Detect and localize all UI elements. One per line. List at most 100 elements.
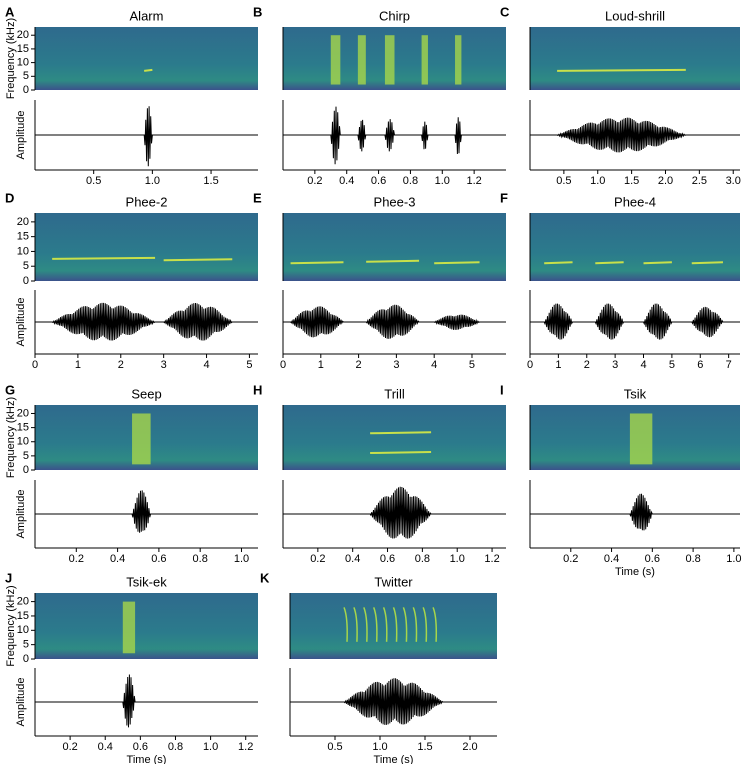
call-trace (392, 607, 398, 642)
y-tick-label: 0 (23, 464, 29, 476)
y-tick-label: 15 (17, 422, 29, 434)
x-tick-label: 6 (697, 359, 703, 371)
x-tick-label: 0.8 (168, 741, 183, 753)
panel-title: Phee-3 (374, 194, 416, 209)
call-trace (412, 607, 418, 642)
call-trace (144, 68, 153, 72)
call-trace (52, 256, 156, 260)
call-trace (557, 68, 686, 72)
x-tick-label: 0 (280, 359, 286, 371)
panel-title: Twitter (374, 574, 413, 589)
waveform (369, 486, 432, 539)
panel-letter: I (500, 382, 504, 397)
y-tick-label: 20 (17, 596, 29, 608)
y-tick-label: 20 (17, 407, 29, 419)
panel-title: Tsik (624, 386, 647, 401)
x-tick-label: 0.5 (556, 175, 571, 187)
waveform (556, 117, 686, 153)
call-trace (402, 607, 408, 642)
panel-letter: H (253, 382, 262, 397)
x-tick-label: 4 (640, 359, 646, 371)
x-tick-label: 0 (32, 359, 38, 371)
x-tick-label: 1.0 (145, 175, 160, 187)
panel-title: Chirp (379, 8, 410, 23)
y-axis-label: Frequency (kHz) (5, 585, 17, 666)
spectrogram (530, 213, 740, 281)
y-tick-label: 15 (17, 231, 29, 243)
x-tick-label: 4 (203, 359, 209, 371)
x-tick-label: 1.2 (238, 741, 253, 753)
panel-letter: G (5, 382, 15, 397)
panel-letter: B (253, 4, 262, 19)
call-trace (382, 607, 388, 642)
call-trace (643, 261, 672, 265)
waveform (384, 119, 395, 152)
call-trace (363, 607, 368, 642)
waveform (594, 303, 625, 340)
call-trace (434, 261, 480, 265)
x-axis-label: Time (s) (127, 754, 167, 764)
x-tick-label: 0.5 (86, 175, 101, 187)
x-tick-label: 1.0 (726, 553, 741, 565)
x-tick-label: 1.0 (435, 175, 450, 187)
y-tick-label: 10 (17, 57, 29, 69)
spectrogram (35, 593, 258, 659)
call-trace (290, 261, 344, 265)
x-tick-label: 7 (726, 359, 732, 371)
call-trace (544, 261, 573, 265)
waveform (454, 117, 462, 155)
x-tick-label: 0.8 (193, 553, 208, 565)
call-trace (421, 35, 428, 85)
x-tick-label: 2.5 (692, 175, 707, 187)
y-tick-label: 10 (17, 624, 29, 636)
panel-title: Seep (131, 386, 161, 401)
x-tick-label: 0.8 (403, 175, 418, 187)
y-tick-label: 0 (23, 653, 29, 665)
x-tick-label: 0.2 (310, 553, 325, 565)
x-tick-label: 1.0 (450, 553, 465, 565)
x-tick-label: 5 (246, 359, 252, 371)
y-axis-label: Amplitude (15, 298, 27, 347)
y-tick-label: 10 (17, 245, 29, 257)
call-trace (455, 35, 462, 85)
call-trace (370, 431, 432, 435)
call-trace (163, 258, 233, 262)
x-tick-label: 0.8 (685, 553, 700, 565)
x-tick-label: 0.6 (645, 553, 660, 565)
y-axis-label: Frequency (kHz) (5, 18, 17, 99)
y-axis-label: Amplitude (15, 111, 27, 160)
x-tick-label: 0.2 (307, 175, 322, 187)
y-tick-label: 5 (23, 450, 29, 462)
panel-letter: D (5, 190, 14, 205)
panel-letter: A (5, 4, 15, 19)
panel-title: Trill (384, 386, 405, 401)
call-trace (132, 413, 151, 465)
x-tick-label: 0.4 (604, 553, 619, 565)
x-tick-label: 1.5 (417, 741, 432, 753)
call-trace (384, 35, 395, 85)
x-tick-label: 0.6 (133, 741, 148, 753)
x-tick-label: 1.2 (466, 175, 481, 187)
waveform (421, 121, 429, 150)
x-tick-label: 1 (555, 359, 561, 371)
call-trace (370, 451, 432, 455)
waveform (343, 678, 444, 725)
call-trace (629, 413, 653, 465)
waveform (643, 303, 673, 340)
x-tick-label: 2.0 (462, 741, 477, 753)
call-trace (330, 35, 341, 85)
waveform (433, 314, 480, 330)
x-tick-label: 0.2 (69, 553, 84, 565)
waveform (290, 306, 344, 338)
call-trace (595, 261, 624, 265)
waveform (365, 304, 420, 339)
x-tick-label: 1.2 (484, 553, 499, 565)
x-axis-label: Time (s) (615, 566, 655, 578)
y-tick-label: 5 (23, 70, 29, 82)
panel-title: Alarm (130, 8, 164, 23)
x-tick-label: 0.6 (380, 553, 395, 565)
y-tick-label: 5 (23, 260, 29, 272)
panel-title: Phee-4 (614, 194, 656, 209)
waveform (543, 303, 574, 340)
x-tick-label: 1.0 (234, 553, 249, 565)
